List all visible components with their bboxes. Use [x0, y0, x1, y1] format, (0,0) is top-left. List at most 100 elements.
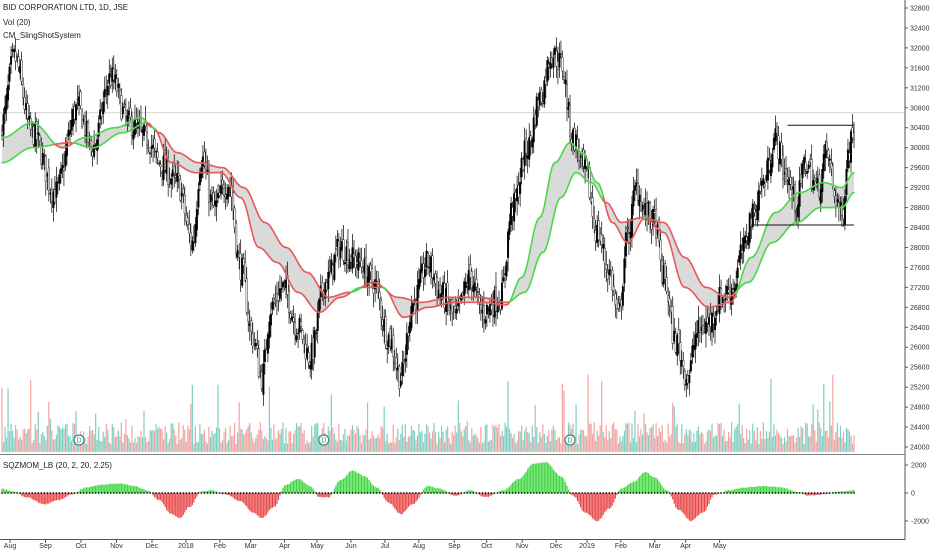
squeeze-dot [294, 492, 296, 494]
candle-body [769, 163, 772, 176]
momentum-bar [300, 479, 302, 493]
candle-body [782, 154, 785, 180]
volume-bar [166, 432, 168, 452]
momentum-bar [60, 493, 62, 500]
dividend-marker[interactable] [318, 434, 330, 446]
momentum-bar [36, 493, 38, 502]
squeeze-dot [448, 492, 451, 494]
volume-bar [264, 435, 266, 452]
momentum-bar [755, 486, 757, 493]
squeeze-dot [689, 492, 692, 494]
volume-bar [302, 433, 304, 452]
candle-body [649, 202, 652, 221]
squeeze-dot [756, 492, 759, 494]
squeeze-dot [336, 492, 339, 494]
squeeze-dot [339, 492, 342, 494]
volume-bar [58, 426, 61, 452]
momentum-bar [67, 493, 70, 496]
momentum-bar [99, 484, 101, 493]
momentum-bar [595, 493, 597, 521]
candle-body [26, 103, 29, 119]
volume-bar [806, 423, 808, 452]
volume-bar [84, 437, 86, 452]
squeeze-dot [744, 492, 747, 494]
candle-body [806, 171, 809, 174]
volume-bar [734, 428, 736, 452]
volume-bar [625, 422, 627, 452]
momentum-bar [262, 493, 264, 518]
volume-bar [70, 440, 73, 452]
volume-bar [193, 443, 195, 452]
momentum-bar [323, 493, 325, 497]
candle-body [742, 237, 745, 252]
volume-bar [575, 404, 577, 452]
volume-bar [353, 429, 355, 452]
volume-bar [817, 409, 819, 452]
candle-body [494, 286, 497, 312]
volume-bar [66, 424, 68, 452]
squeeze-dot [103, 492, 106, 494]
momentum-bar [82, 488, 85, 493]
candle-body [346, 242, 349, 266]
squeeze-dot [28, 492, 31, 494]
candle-body [652, 209, 655, 226]
time-tick-label: Dec [146, 543, 159, 550]
squeeze-dot [269, 492, 272, 494]
volume-bar [576, 443, 579, 452]
volume-bar [444, 442, 446, 452]
momentum-bar [737, 488, 739, 493]
squeeze-dot [517, 492, 520, 494]
squeeze-dot [834, 492, 837, 494]
momentum-bar [49, 493, 51, 503]
volume-bar [483, 441, 485, 452]
squeeze-dot [384, 492, 387, 494]
volume-bar [614, 429, 616, 452]
volume-bar [90, 431, 92, 452]
squeeze-dot [115, 492, 118, 494]
momentum-bar [212, 490, 215, 493]
dividend-marker[interactable] [73, 434, 85, 446]
candle-body [93, 144, 96, 157]
dividend-marker[interactable] [564, 434, 576, 446]
volume-bar [421, 430, 423, 452]
squeeze-dot [837, 492, 840, 494]
candle-body [378, 291, 381, 300]
momentum-bar [265, 493, 267, 515]
momentum-bar [444, 490, 446, 493]
candle-body [446, 282, 449, 303]
squeeze-dot [578, 492, 580, 494]
volume-bar [259, 422, 261, 452]
momentum-bar [499, 490, 502, 493]
ema-fast-line [526, 254, 531, 264]
momentum-bar [783, 488, 786, 493]
momentum-bar [345, 475, 348, 493]
candle-body [540, 89, 543, 103]
volume-bar [829, 401, 831, 452]
momentum-bar [839, 491, 842, 493]
momentum-bar [750, 486, 752, 493]
squeeze-dot [182, 492, 185, 494]
momentum-bar [95, 485, 97, 493]
momentum-bar [557, 474, 559, 493]
momentum-bar [554, 471, 556, 493]
volume-bar [450, 443, 452, 452]
candle-body [37, 132, 40, 135]
momentum-bar [558, 475, 561, 493]
volume-bar [758, 443, 760, 452]
volume-bar [288, 431, 290, 452]
momentum-bar [362, 476, 364, 493]
candle-body [804, 162, 807, 170]
squeeze-dot [408, 492, 411, 494]
volume-bar [448, 438, 450, 452]
candle-body [372, 288, 375, 294]
squeeze-dot [490, 492, 493, 494]
volume-bar [830, 425, 832, 452]
momentum-bar [681, 493, 683, 512]
volume-bar [477, 438, 479, 452]
momentum-bar [397, 493, 399, 513]
momentum-bar [773, 486, 775, 493]
momentum-bar [469, 490, 471, 493]
volume-bar [495, 424, 497, 452]
